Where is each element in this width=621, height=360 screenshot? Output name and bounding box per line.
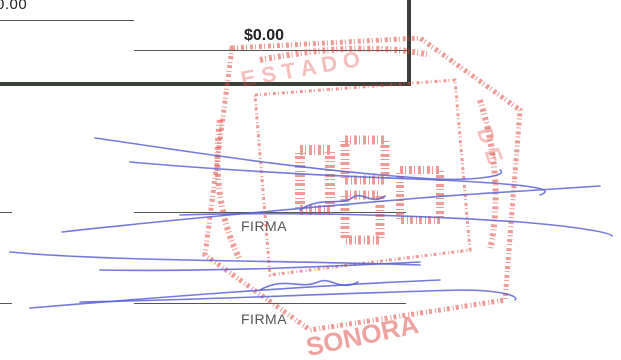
totals-box-right-border — [407, 0, 411, 86]
total-amount-underline — [134, 50, 407, 51]
signature-line-left-2 — [0, 303, 12, 304]
firma-label-1: FIRMA — [241, 218, 288, 234]
signature-line-1 — [134, 212, 406, 213]
stamp-lettering: SONORA — [303, 309, 421, 360]
total-amount: $0.00 — [244, 27, 285, 44]
svg-text:D E: D E — [472, 124, 508, 167]
left-amount-underline — [0, 20, 134, 21]
firma-label-2: FIRMA — [241, 311, 288, 327]
signature-line-left-1 — [0, 212, 12, 213]
totals-box-bottom-border — [0, 82, 411, 86]
left-amount: 0.00 — [0, 0, 28, 13]
signature-line-2 — [134, 303, 406, 304]
